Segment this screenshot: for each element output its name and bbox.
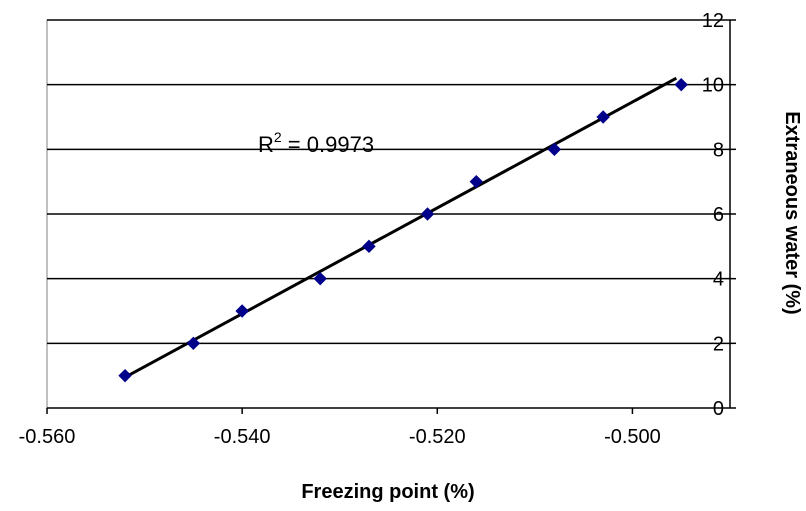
data-point (186, 336, 201, 351)
x-tick-label: -0.540 (214, 426, 271, 448)
y-tick-labels: 0 2 4 6 8 10 12 (702, 10, 736, 420)
x-axis-title: Freezing point (%) (301, 481, 474, 503)
trendline-group (124, 76, 678, 379)
y-tick-label: 0 (713, 398, 724, 420)
y-axis-title: Extraneous water (%) (781, 111, 803, 314)
data-point (596, 110, 610, 124)
data-points (118, 77, 688, 383)
data-point (313, 271, 327, 286)
r-squared-superscript: 2 (274, 129, 282, 145)
data-point (118, 368, 132, 383)
x-tick-label: -0.520 (409, 426, 466, 448)
r-squared-value: = 0.9973 (282, 132, 374, 157)
y-tick-label: 8 (713, 139, 724, 161)
data-point (674, 77, 688, 92)
x-tick-label: -0.560 (19, 426, 76, 448)
x-tick-label: -0.500 (604, 426, 661, 448)
data-point (420, 207, 435, 221)
r-squared-annotation: R2 = 0.9973 (258, 129, 374, 157)
y-tick-label: 6 (713, 204, 724, 226)
x-tick-labels: -0.560 -0.540 -0.520 -0.500 (19, 408, 661, 448)
r-squared-prefix: R (258, 132, 274, 157)
data-point (235, 304, 249, 318)
data-point (547, 142, 562, 157)
y-tick-label: 4 (713, 269, 724, 291)
y-tick-label: 10 (702, 75, 724, 97)
trendline (124, 76, 678, 379)
data-point (362, 239, 376, 254)
y-tick-label: 12 (702, 10, 724, 32)
data-point (469, 174, 484, 189)
y-tick-label: 2 (713, 333, 724, 355)
gridlines (47, 19, 730, 345)
